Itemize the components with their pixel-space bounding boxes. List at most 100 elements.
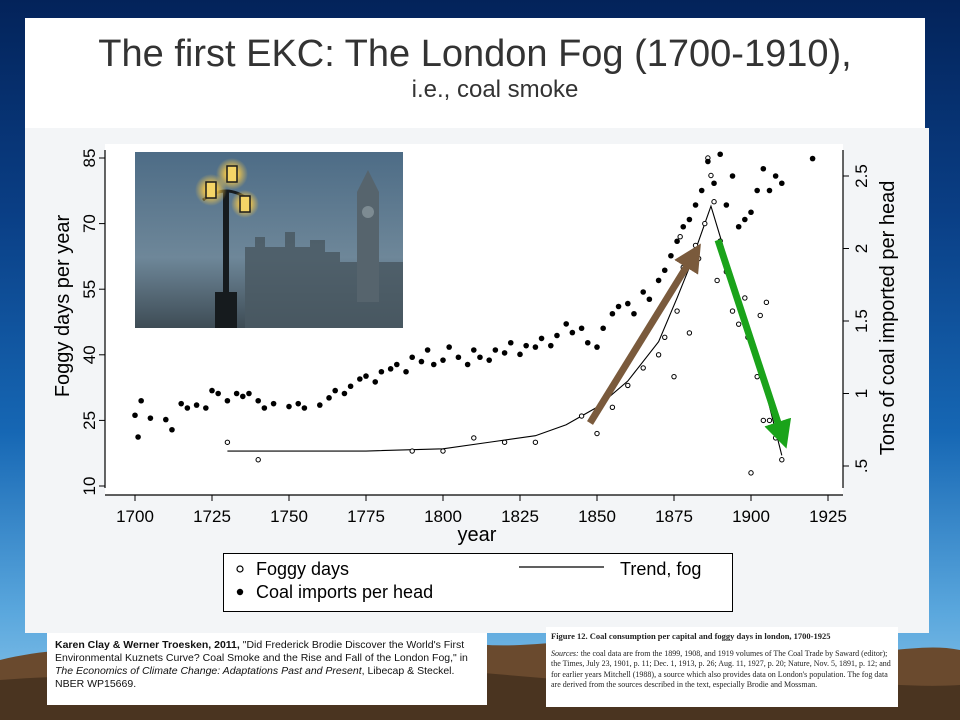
- figure-caption-sources: Sources: the coal data are from the 1899…: [551, 649, 893, 690]
- coal-import-point: [625, 300, 631, 307]
- coal-import-point: [464, 361, 471, 368]
- citation-book: The Economics of Climate Change: Adaptat…: [55, 665, 362, 677]
- y-right-tick-label: .5: [852, 459, 871, 473]
- coal-import-point: [760, 165, 767, 172]
- foggy-day-point: [729, 308, 736, 314]
- y-right-axis-label: Tons of coal imported per head: [877, 181, 899, 456]
- x-tick-label: 1725: [193, 507, 231, 526]
- coal-imports-legend-marker: [236, 588, 244, 596]
- coal-import-point: [735, 223, 742, 230]
- x-tick-label: 1750: [270, 507, 308, 526]
- y-right-ticks: .5 1 1.5 2 2.5: [843, 164, 871, 473]
- foggy-day-point: [748, 470, 754, 476]
- foggy-day-point: [409, 448, 415, 454]
- x-tick-label: 1700: [116, 507, 154, 526]
- slide-title-box: The first EKC: The London Fog (1700-1910…: [25, 18, 925, 128]
- foggy-day-point: [674, 308, 680, 314]
- foggy-day-point: [735, 321, 742, 327]
- coal-import-point: [754, 187, 760, 194]
- foggy-day-point: [766, 417, 773, 424]
- coal-import-point: [332, 387, 339, 394]
- coal-import-point: [766, 187, 773, 194]
- foggy-day-point: [224, 439, 231, 445]
- coal-import-point: [477, 354, 483, 361]
- slide-title: The first EKC: The London Fog (1700-1910…: [98, 33, 852, 75]
- x-tick-label: 1850: [578, 507, 616, 526]
- coal-import-point: [240, 393, 246, 400]
- foggy-days-legend-marker: [236, 565, 244, 573]
- coal-import-point: [692, 202, 699, 208]
- y-left-tick-label: 55: [80, 280, 99, 299]
- coal-import-point: [686, 216, 693, 223]
- y-left-tick-label: 25: [80, 411, 99, 430]
- legend-coal-imports: Coal imports per head: [256, 582, 434, 602]
- coal-import-point: [772, 173, 779, 179]
- y-right-tick-label: 1: [852, 389, 871, 398]
- coal-import-point: [680, 223, 687, 230]
- coal-import-point: [261, 405, 268, 411]
- coal-import-point: [147, 415, 154, 421]
- coal-import-point: [779, 180, 785, 187]
- coal-import-point: [569, 329, 576, 336]
- foggy-day-point: [625, 382, 631, 389]
- coal-import-point: [729, 173, 736, 179]
- foggy-day-point: [760, 417, 767, 424]
- coal-import-point: [507, 339, 514, 346]
- y-left-tick-label: 40: [80, 345, 99, 364]
- coal-import-point: [615, 303, 622, 310]
- foggy-day-point: [662, 334, 668, 341]
- coal-import-point: [246, 390, 252, 397]
- coal-import-point: [711, 180, 717, 187]
- citation-authors: Karen Clay & Werner Troesken, 2011,: [55, 639, 240, 651]
- y-right-tick-label: 2.5: [852, 164, 871, 188]
- fall-arrow: [714, 238, 792, 449]
- foggy-day-point: [578, 413, 585, 419]
- foggy-day-point: [471, 435, 477, 441]
- coal-import-point: [723, 202, 730, 208]
- foggy-day-point: [640, 365, 646, 371]
- coal-import-point: [372, 379, 379, 385]
- coal-import-point: [135, 434, 141, 440]
- foggy-day-point: [440, 448, 446, 454]
- foggy-day-point: [695, 255, 702, 262]
- y-right-tick-label: 2: [852, 244, 871, 253]
- coal-import-point: [563, 321, 569, 327]
- trend-fog-legend-line: [519, 566, 604, 568]
- foggy-day-point: [711, 199, 717, 205]
- coal-import-point: [501, 350, 508, 356]
- coal-import-point: [326, 395, 332, 401]
- chart-legend: Foggy days Trend, fog Coal imports per h…: [223, 553, 733, 612]
- x-axis-label: year: [458, 524, 497, 546]
- legend-foggy-days: Foggy days: [256, 559, 350, 579]
- coal-import-point: [446, 344, 452, 350]
- coal-import-point: [341, 390, 348, 397]
- figure-caption-title: Figure 12. Coal consumption per capital …: [551, 631, 831, 641]
- coal-import-point: [394, 361, 400, 368]
- coal-import-point: [705, 158, 711, 165]
- coal-import-point: [418, 358, 425, 365]
- coal-import-point: [640, 289, 646, 295]
- citation-tail: , Libecap & Steckel. NBER WP15669.: [55, 665, 455, 690]
- x-tick-label: 1775: [347, 507, 385, 526]
- foggy-day-point: [742, 295, 748, 301]
- coal-import-point: [403, 368, 409, 375]
- coal-import-point: [748, 209, 754, 216]
- coal-import-point: [471, 347, 477, 353]
- coal-import-point: [655, 277, 662, 284]
- coal-import-point: [378, 368, 385, 375]
- coal-import-point: [184, 405, 191, 411]
- y-left-tick-label: 70: [80, 214, 99, 233]
- coal-import-point: [674, 238, 680, 245]
- coal-import-point: [646, 296, 653, 303]
- y-left-axis-label: Foggy days per year: [52, 215, 74, 398]
- coal-import-point: [169, 426, 175, 433]
- foggy-day-point: [763, 299, 770, 306]
- foggy-day-point: [594, 430, 600, 437]
- foggy-day-point: [757, 312, 763, 319]
- foggy-day-point: [501, 439, 508, 445]
- coal-import-point: [317, 402, 323, 408]
- coal-import-point: [486, 357, 493, 363]
- x-ticks: 1700 1725 1750 1775 1800 1825 1850 1875 1900 1925: [116, 495, 847, 526]
- foggy-day-point: [714, 277, 720, 284]
- coal-import-point: [347, 383, 354, 390]
